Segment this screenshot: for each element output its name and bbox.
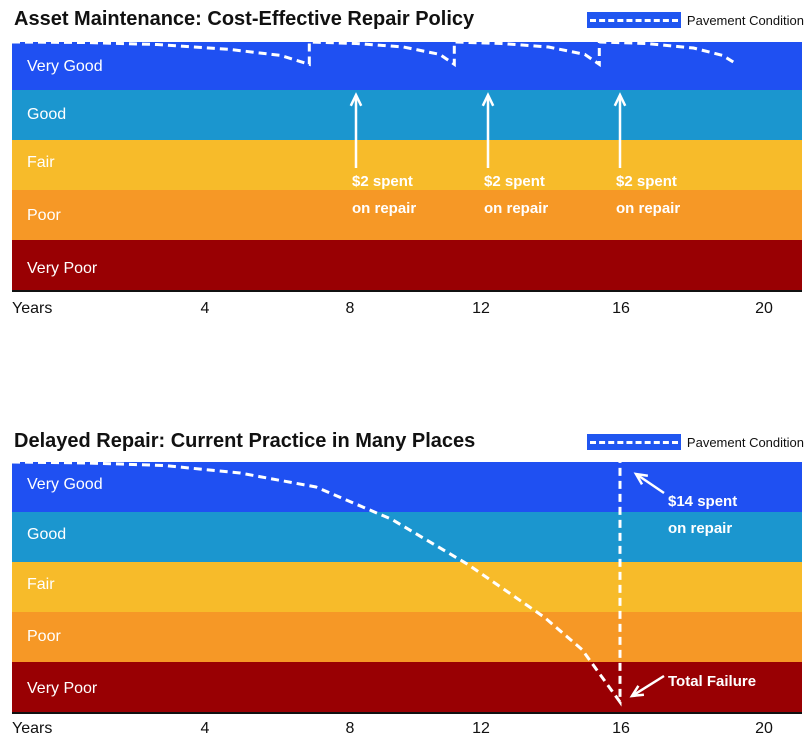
legend-label: Pavement Condition	[686, 12, 804, 28]
x-axis-line	[12, 712, 802, 714]
chart-overlay	[11, 460, 665, 707]
legend: Pavement Condition	[586, 12, 804, 28]
x-tick-label: 20	[755, 720, 773, 737]
band-good: Good	[12, 512, 802, 562]
chart-bottom: Delayed Repair: Current Practice in Many…	[0, 420, 812, 740]
repair-arrows	[629, 472, 665, 698]
band-label: Fair	[27, 154, 55, 171]
band-very-poor: Very Poor	[12, 662, 802, 712]
legend: Pavement Condition	[586, 434, 804, 450]
arrow-icon	[613, 92, 627, 168]
repair-cost-line: on repair	[668, 520, 733, 537]
band-label: Fair	[27, 576, 55, 593]
repair-cost-line: on repair	[484, 200, 549, 217]
band-fair: Fair	[12, 562, 802, 612]
legend-label: Pavement Condition	[686, 434, 804, 450]
x-tick-label: 20	[755, 300, 773, 317]
repair-cost-label: $2 spent on repair	[484, 168, 548, 222]
x-tick-label: 8	[345, 720, 355, 737]
legend-swatch	[586, 434, 681, 450]
band-good: Good	[12, 90, 802, 140]
x-tick-label: 4	[200, 300, 210, 317]
repair-cost-label: $2 spent on repair	[616, 168, 680, 222]
band-label: Very Good	[27, 476, 103, 493]
band-label: Very Good	[27, 58, 103, 75]
band-label: Good	[27, 526, 67, 543]
x-tick-label: 12	[472, 300, 490, 317]
x-tick-label: 16	[612, 300, 630, 317]
chart-title: Delayed Repair: Current Practice in Many…	[14, 430, 476, 452]
legend-swatch	[586, 12, 681, 28]
pavement-condition-line	[11, 40, 738, 68]
repair-cost-label: $2 spent on repair	[352, 168, 416, 222]
band-label: Very Poor	[27, 260, 98, 277]
chart-overlay	[11, 40, 738, 168]
x-axis-label: Years	[12, 720, 53, 737]
band-very-poor: Very Poor	[12, 240, 802, 290]
band-poor: Poor	[12, 190, 802, 240]
chart-title: Asset Maintenance: Cost-Effective Repair…	[14, 8, 475, 30]
x-axis-label: Years	[12, 300, 53, 317]
arrow-icon	[349, 92, 363, 168]
band-label: Poor	[27, 207, 61, 224]
band-very-good: Very Good	[12, 462, 802, 512]
repair-cost-line: on repair	[352, 200, 417, 217]
x-axis-line	[12, 290, 802, 292]
arrow-icon	[481, 92, 495, 168]
band-label: Poor	[27, 628, 61, 645]
total-failure-line: Total Failure	[668, 673, 757, 690]
pavement-condition-line	[11, 460, 622, 707]
repair-cost-line: $2 spent	[484, 173, 545, 190]
band-label: Very Poor	[27, 680, 98, 697]
x-tick-label: 12	[472, 720, 490, 737]
repair-cost-line: on repair	[616, 200, 681, 217]
repair-arrows	[349, 92, 627, 168]
band-label: Good	[27, 106, 67, 123]
repair-cost-line: $2 spent	[616, 173, 677, 190]
band-fair: Fair	[12, 140, 802, 190]
repair-cost-label: $14 spent on repair	[668, 488, 737, 542]
x-tick-label: 4	[200, 720, 210, 737]
total-failure-label: Total Failure	[668, 668, 756, 695]
repair-cost-line: $2 spent	[352, 173, 413, 190]
arrow-icon	[629, 674, 665, 698]
repair-cost-line: $14 spent	[668, 493, 738, 510]
band-poor: Poor	[12, 612, 802, 662]
x-tick-label: 16	[612, 720, 630, 737]
band-very-good: Very Good	[12, 42, 802, 90]
arrow-icon	[633, 472, 665, 495]
x-tick-label: 8	[345, 300, 355, 317]
chart-top: Asset Maintenance: Cost-Effective Repair…	[0, 0, 812, 330]
